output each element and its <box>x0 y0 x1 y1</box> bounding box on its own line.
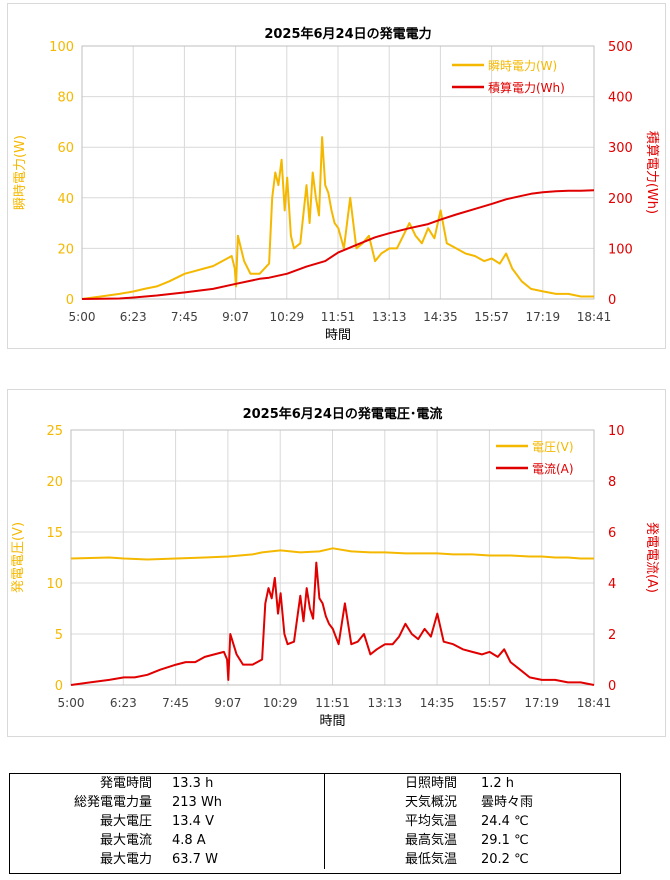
summary-label: 最高気温 <box>404 833 457 848</box>
x-tick-label: 11:51 <box>321 310 356 324</box>
legend-label: 電流(A) <box>532 462 574 476</box>
chart-title: 2025年6月24日の発電電圧･電流 <box>243 406 443 422</box>
x-tick-label: 15:57 <box>474 310 509 324</box>
y-right-axis-label: 積算電力(Wh) <box>644 131 659 214</box>
y-right-tick-label: 2 <box>608 628 616 643</box>
summary-value: 曇時々雨 <box>481 795 534 810</box>
x-tick-label: 15:57 <box>472 696 507 710</box>
y-left-tick-label: 40 <box>57 192 74 207</box>
x-tick-label: 5:00 <box>58 696 85 710</box>
summary-value: 4.8 A <box>154 831 325 850</box>
legend-label: 電圧(V) <box>532 440 574 454</box>
x-tick-label: 10:29 <box>263 696 298 710</box>
summary-label: 最低気温 <box>404 852 457 867</box>
y-left-tick-label: 0 <box>66 293 74 308</box>
x-tick-label: 13:13 <box>372 310 407 324</box>
chart-title: 2025年6月24日の発電電力 <box>264 26 431 42</box>
y-left-tick-label: 0 <box>55 679 63 694</box>
summary-label: 発電時間 <box>99 776 152 791</box>
legend-label: 瞬時電力(W) <box>488 59 557 73</box>
summary-table: 発電時間 13.3 h 日照時間 1.2 h 総発電電力量 213 Wh 天気概況 曇時々雨最… <box>10 774 620 869</box>
y-right-tick-label: 100 <box>608 242 633 257</box>
y-left-tick-label: 60 <box>57 141 74 156</box>
y-right-tick-label: 200 <box>608 192 633 207</box>
x-tick-label: 14:35 <box>423 310 458 324</box>
summary-value: 20.2 ℃ <box>481 852 529 867</box>
x-tick-label: 14:35 <box>420 696 455 710</box>
summary-label: 天気概況 <box>404 795 457 810</box>
summary-value: 13.3 h <box>154 774 325 793</box>
summary-row: 発電時間 13.3 h 日照時間 1.2 h <box>10 774 620 793</box>
summary-row: 最大電力 63.7 W 最低気温 20.2 ℃ <box>10 850 620 869</box>
summary-value: 213 Wh <box>154 793 325 812</box>
x-axis-label: 時間 <box>319 714 345 729</box>
y-left-tick-label: 5 <box>55 628 63 643</box>
voltage-current-chart: 2025年6月24日の発電電圧･電流 5:00 6:23 7:45 9:07 10:29 1… <box>11 406 659 729</box>
y-right-tick-label: 300 <box>608 141 633 156</box>
x-tick-label: 18:41 <box>577 310 612 324</box>
x-tick-label: 17:19 <box>524 696 559 710</box>
x-tick-label: 7:45 <box>162 696 189 710</box>
summary-value: 63.7 W <box>154 850 325 869</box>
x-tick-label: 6:23 <box>120 310 147 324</box>
y-right-tick-label: 6 <box>608 526 616 541</box>
y-left-axis-label: 瞬時電力(W) <box>13 135 28 210</box>
y-left-tick-label: 100 <box>49 40 74 55</box>
y-right-tick-label: 10 <box>608 424 625 439</box>
y-left-tick-label: 20 <box>57 242 74 257</box>
y-right-tick-label: 0 <box>608 679 616 694</box>
y-right-tick-label: 4 <box>608 577 616 592</box>
y-left-tick-label: 10 <box>46 577 63 592</box>
x-tick-label: 9:07 <box>214 696 241 710</box>
voltage-current-chart-panel: 2025年6月24日の発電電圧･電流 5:00 6:23 7:45 9:07 10:29 1… <box>7 389 666 737</box>
power-chart: 2025年6月24日の発電電力 5:00 6:23 7:45 9:07 10:29 11:5… <box>13 26 659 343</box>
series-line-1 <box>70 547 594 561</box>
summary-label: 最大電圧 <box>99 814 152 829</box>
summary-label: 最大電力 <box>99 852 152 867</box>
summary-row: 最大電圧 13.4 V 平均気温 24.4 ℃ <box>10 812 620 831</box>
summary-label: 総発電電力量 <box>73 795 152 810</box>
summary-value: 13.4 V <box>154 812 325 831</box>
y-left-tick-label: 80 <box>57 91 74 106</box>
series-line-1 <box>81 136 594 300</box>
summary-value: 24.4 ℃ <box>481 814 529 829</box>
summary-value: 1.2 h <box>481 776 515 791</box>
x-tick-label: 18:41 <box>577 696 612 710</box>
legend-label: 積算電力(Wh) <box>488 80 565 95</box>
summary-row: 最大電流 4.8 A 最高気温 29.1 ℃ <box>10 831 620 850</box>
y-left-tick-label: 15 <box>46 526 63 541</box>
summary-label: 平均気温 <box>404 814 457 829</box>
y-left-tick-label: 25 <box>46 424 63 439</box>
x-tick-label: 11:51 <box>315 696 350 710</box>
x-axis-label: 時間 <box>325 328 351 343</box>
y-right-tick-label: 500 <box>608 40 633 55</box>
x-tick-label: 10:29 <box>270 310 305 324</box>
y-right-tick-label: 8 <box>608 475 616 490</box>
y-left-axis-label: 発電電圧(V) <box>11 522 26 593</box>
y-right-tick-label: 0 <box>608 293 616 308</box>
x-tick-label: 17:19 <box>526 310 561 324</box>
series-line-2 <box>81 189 595 300</box>
x-tick-label: 5:00 <box>69 310 96 324</box>
summary-value: 29.1 ℃ <box>481 833 529 848</box>
x-tick-label: 6:23 <box>110 696 137 710</box>
series-line-2 <box>70 561 595 686</box>
power-chart-panel: 2025年6月24日の発電電力 5:00 6:23 7:45 9:07 10:29 11:5… <box>7 3 666 349</box>
y-left-tick-label: 20 <box>46 475 63 490</box>
x-tick-label: 9:07 <box>222 310 249 324</box>
x-tick-label: 13:13 <box>368 696 403 710</box>
summary-label: 最大電流 <box>99 833 152 848</box>
summary-row: 総発電電力量 213 Wh 天気概況 曇時々雨 <box>10 793 620 812</box>
x-tick-label: 7:45 <box>171 310 198 324</box>
plot-area <box>81 45 595 300</box>
summary-label: 日照時間 <box>404 776 457 791</box>
y-right-tick-label: 400 <box>608 91 633 106</box>
y-right-axis-label: 発電電流(A) <box>644 522 659 593</box>
